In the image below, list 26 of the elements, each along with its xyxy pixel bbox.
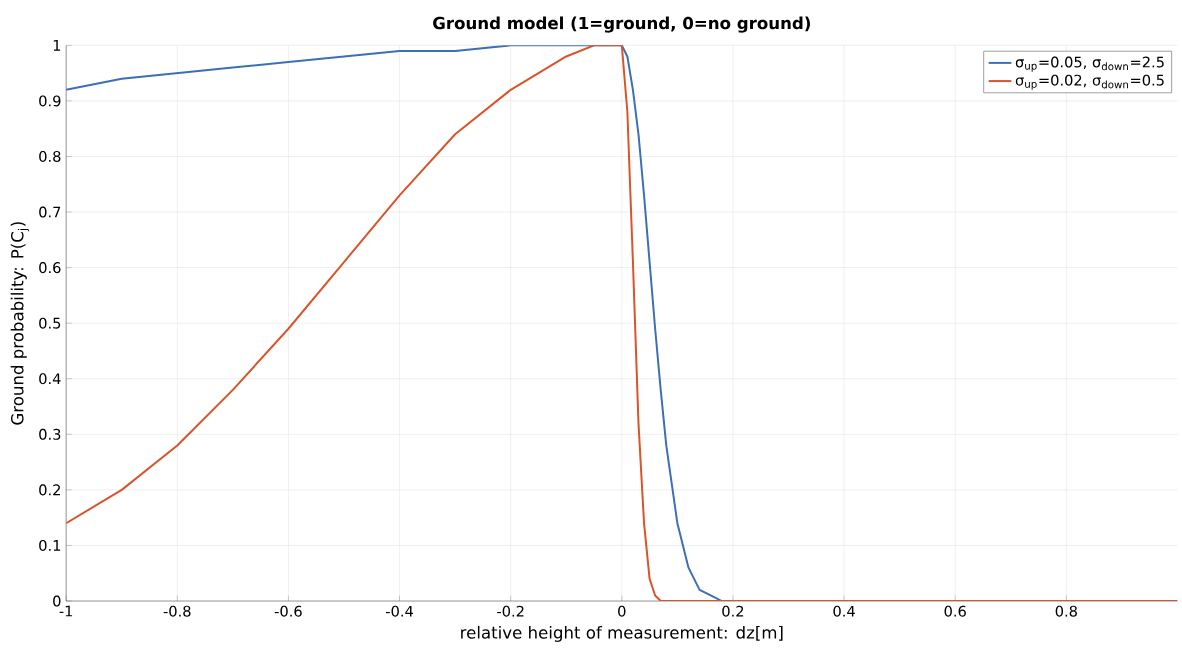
- y-tick-label: 0.3: [39, 428, 61, 440]
- y-tick-label: 0.9: [39, 95, 61, 107]
- legend-label: σ$_{up}$=0.05, σ$_{down}$=2.5: [1015, 56, 1164, 72]
- y-tick-label: 0.1: [39, 539, 61, 551]
- x-tick-label: -0.8: [163, 605, 191, 617]
- x-tick-label: -0.4: [386, 605, 413, 617]
- x-tick-label: -0.2: [497, 605, 524, 617]
- y-tick-label: 0.4: [39, 373, 61, 385]
- x-tick-label: 0.4: [833, 605, 855, 617]
- y-tick-label: 0.7: [39, 206, 61, 218]
- x-tick-label: 0.2: [722, 605, 744, 617]
- y-axis-title: Ground probability: P(C$_{j}$): [10, 222, 30, 425]
- y-tick-label: 0.5: [39, 317, 61, 329]
- x-tick-label: 0: [618, 605, 626, 617]
- x-tick-label: 0.8: [1055, 605, 1077, 617]
- y-tick-label: 0.6: [39, 262, 61, 274]
- chart-title: Ground model (1=ground, 0=no ground): [433, 16, 810, 33]
- y-tick-label: 1: [53, 39, 61, 51]
- y-tick-label: 0.8: [39, 150, 61, 162]
- y-tick-label: 0: [53, 595, 61, 607]
- y-tick-label: 0.2: [39, 484, 60, 496]
- legend-label: σ$_{up}$=0.02, σ$_{down}$=0.5: [1015, 74, 1164, 90]
- x-tick-label: -0.6: [274, 605, 302, 617]
- x-tick-label: 0.6: [944, 605, 966, 617]
- x-axis-title: relative height of measurement: dz[m]: [461, 625, 783, 642]
- x-tick-label: -1: [59, 605, 73, 617]
